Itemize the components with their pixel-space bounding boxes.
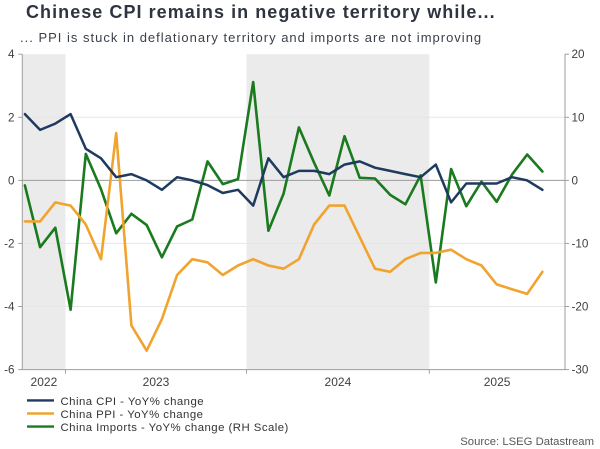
svg-text:2: 2	[8, 111, 15, 124]
svg-text:20: 20	[572, 48, 586, 61]
svg-text:-4: -4	[4, 301, 15, 314]
svg-text:China PPI - YoY% change: China PPI - YoY% change	[61, 409, 204, 421]
svg-text:0: 0	[572, 174, 579, 187]
svg-text:Source: LSEG Datastream: Source: LSEG Datastream	[460, 436, 594, 448]
svg-text:10: 10	[572, 111, 586, 124]
svg-text:China Imports - YoY% change (R: China Imports - YoY% change (RH Scale)	[61, 422, 289, 434]
svg-text:-6: -6	[4, 364, 14, 377]
svg-text:2022: 2022	[31, 375, 58, 389]
svg-text:4: 4	[8, 48, 15, 61]
svg-text:-2: -2	[4, 237, 14, 250]
svg-text:2023: 2023	[143, 375, 170, 389]
svg-text:-10: -10	[572, 237, 589, 250]
svg-text:2025: 2025	[484, 375, 511, 389]
svg-text:2024: 2024	[325, 375, 352, 389]
svg-text:0: 0	[8, 174, 15, 187]
svg-text:China CPI - YoY% change: China CPI - YoY% change	[61, 396, 205, 408]
svg-text:-20: -20	[572, 301, 589, 314]
svg-text:-30: -30	[572, 364, 589, 377]
